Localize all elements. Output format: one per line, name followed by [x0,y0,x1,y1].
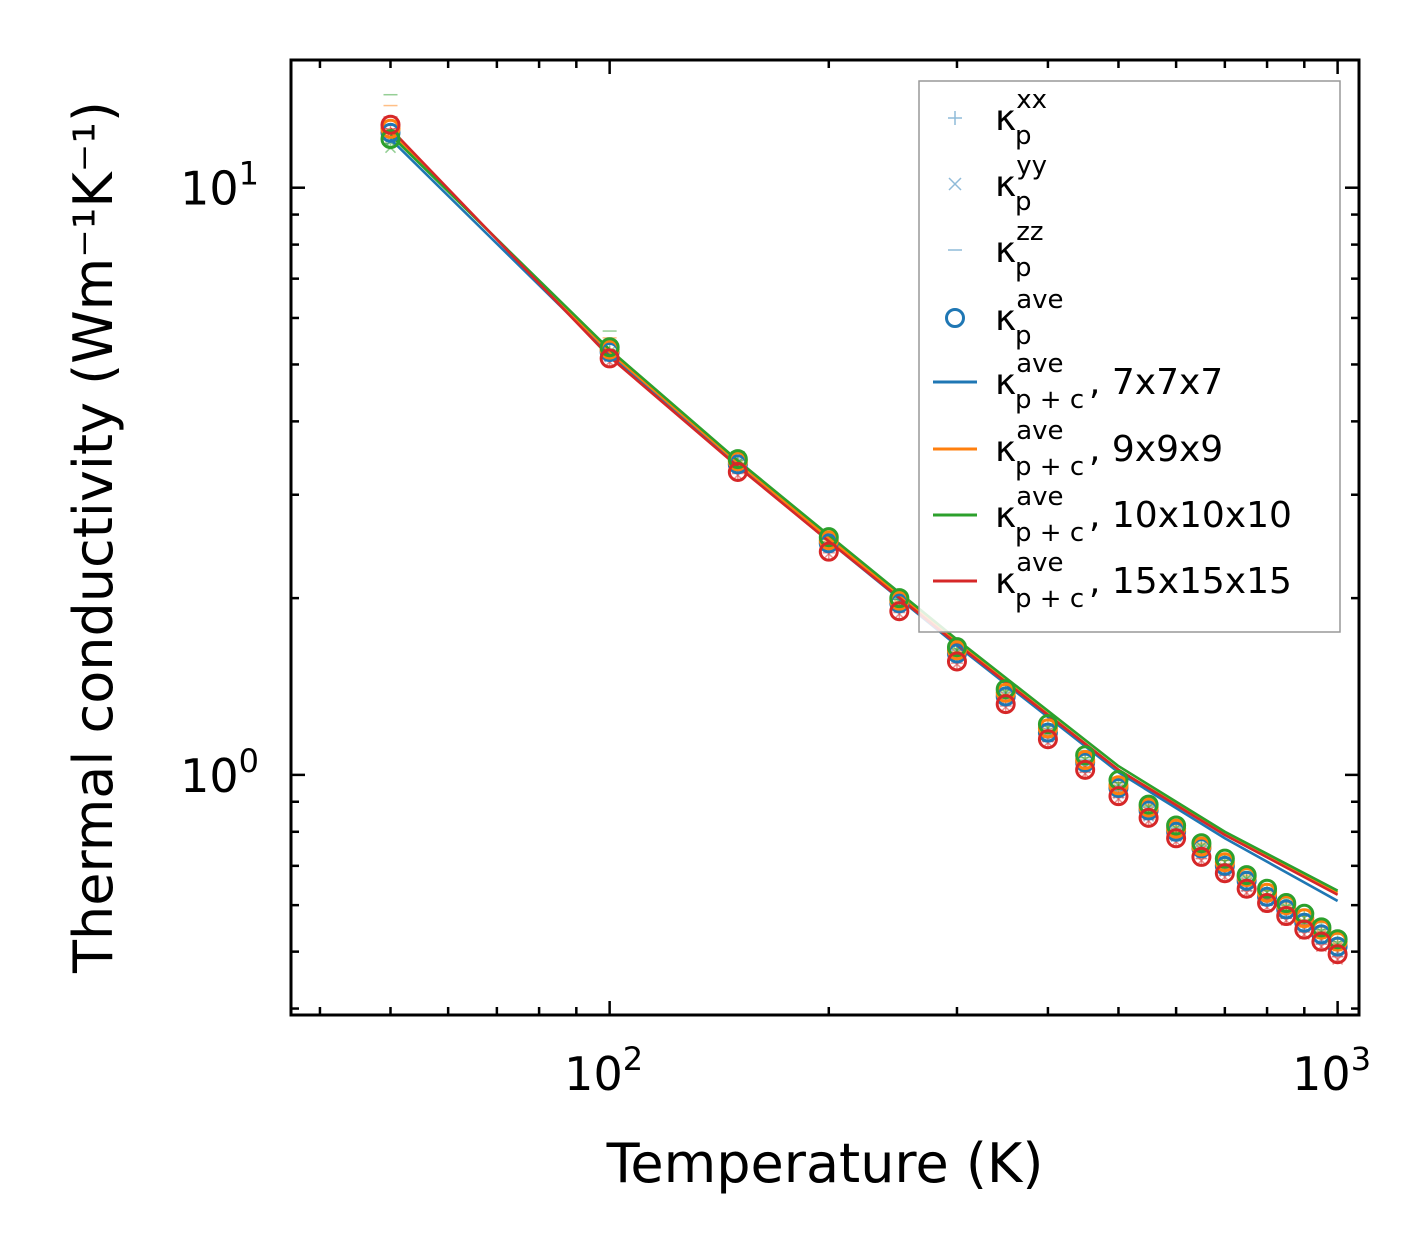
kappa-xx-point [1331,950,1344,963]
kappa-ave-point [727,461,748,482]
kappa-ave-point [946,651,967,672]
kappa-ave-point [1138,794,1159,815]
kappa-ave-point [1075,745,1096,766]
kappa-ave-point [1276,893,1297,914]
kappa-ave-point [1166,828,1187,849]
axes: 102 103 100 101 [180,58,1371,1101]
data-layer [380,93,1348,965]
plot-frame [289,58,1361,1017]
kappa-ave-point [995,679,1016,700]
legend-circle-marker [945,308,965,328]
kappa-ave-point [1294,919,1315,940]
legend-label: κave p + c [995,482,1084,548]
kappa-ave-point [1191,833,1212,854]
legend-label-suffix: , 9x9x9 [1089,429,1223,470]
legend-cross-marker [948,177,962,191]
kappa-ave-point [818,541,839,562]
kappa-ave-point [995,694,1016,715]
kappa-ave-point [1037,714,1058,735]
kappa-ave-point [1257,893,1278,914]
kappa-ave-point [1214,863,1235,884]
kappa-ave-point [599,348,620,369]
kappa-ave-point [1236,878,1257,899]
kappa-ave-point [1075,759,1096,780]
legend-label: κave p + c [995,349,1084,415]
x-tick-label: 102 [564,1040,643,1101]
kappa-ave-point [889,601,910,622]
legend-label: κave p [995,285,1064,351]
kappa-ave-point [1276,905,1297,926]
y-tick-label: 100 [180,742,259,803]
kappa-ave-point [727,449,748,470]
y-axis-label: Thermal conductivity (Wm⁻¹K⁻¹) [62,101,125,974]
kappa-ave-point [1236,865,1257,886]
kappa-ave-point [889,588,910,609]
kappa-ave-point [946,637,967,658]
kappa-ave-point [1257,878,1278,899]
kappa-ave-point [1138,807,1159,828]
kappa-pc-line-10x10x10 [389,133,1339,892]
kappa-ave-point [380,114,401,135]
kappa-ave-point [380,129,401,150]
legend-label-suffix: , 15x15x15 [1089,561,1292,602]
x-tick-label: 103 [1292,1040,1371,1101]
legend-label: κave p + c [995,548,1084,614]
kappa-ave-point [1037,729,1058,750]
kappa-ave-point [599,337,620,358]
kappa-ave-point [1214,848,1235,869]
legend-box [918,80,1341,633]
kappa-ave-point [1311,931,1332,952]
kappa-ave-point [1191,846,1212,867]
kappa-ave-point [1108,786,1129,807]
kappa-ave-point [818,527,839,548]
kappa-ave-point [1166,815,1187,836]
legend-plus-marker [948,111,962,125]
x-axis-label: Temperature (K) [606,1132,1044,1195]
kappa-ave-point [1327,944,1348,965]
legend-label: κxx p [995,85,1047,151]
legend-label-suffix: , 7x7x7 [1089,362,1223,403]
legend-label-suffix: , 10x10x10 [1089,495,1292,536]
legend-label: κzz p [995,217,1044,283]
legend-label: κyy p [995,151,1047,217]
y-tick-label: 101 [180,155,259,216]
legend-label: κave p + c [995,416,1084,482]
